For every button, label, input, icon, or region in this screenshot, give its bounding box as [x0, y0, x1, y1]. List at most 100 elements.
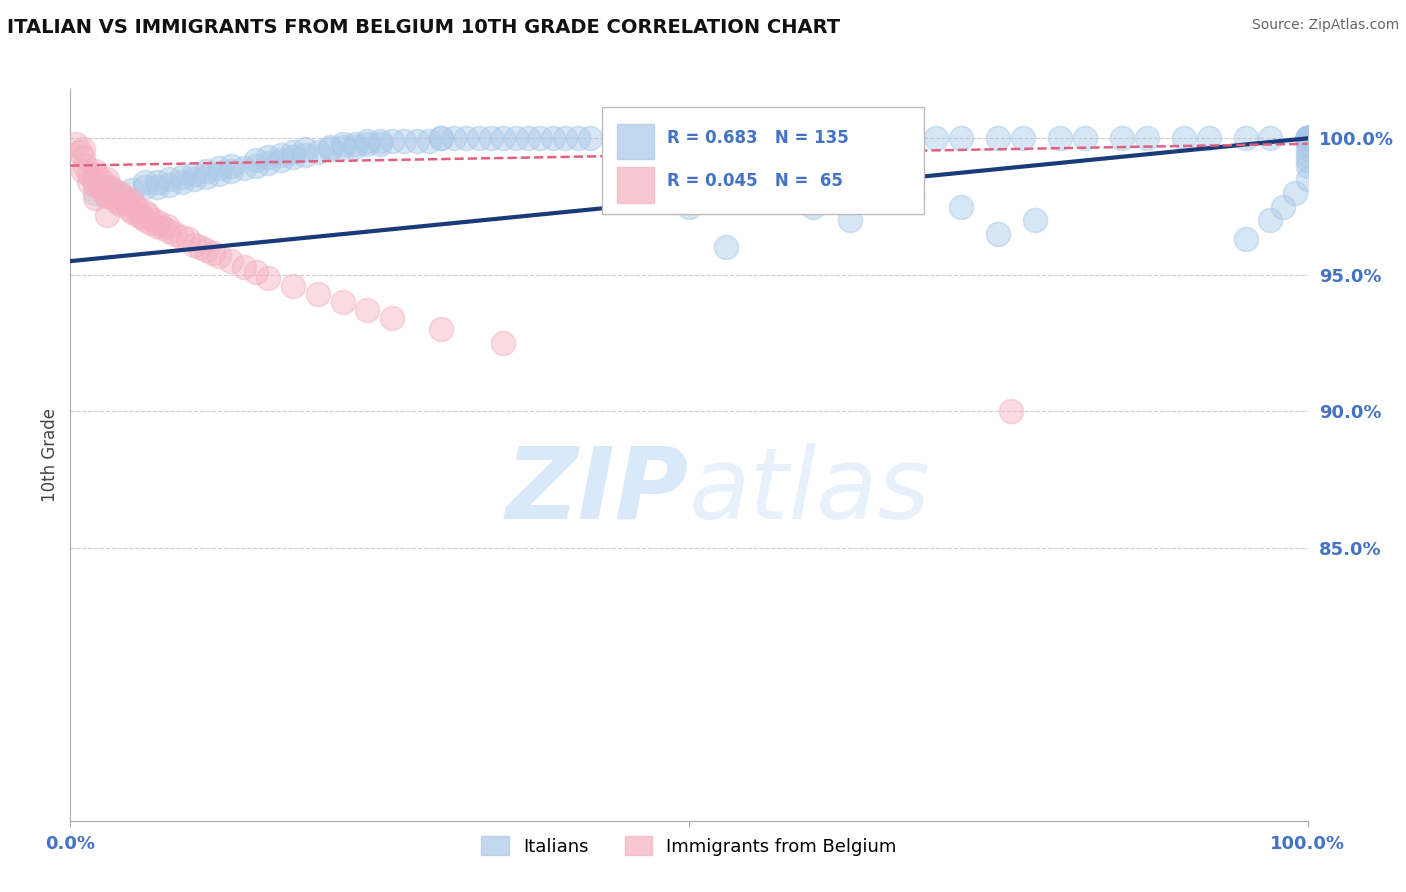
Point	[727, 131, 749, 145]
Point	[170, 229, 193, 244]
Point	[418, 134, 440, 148]
Point	[1296, 131, 1319, 145]
Point	[115, 191, 138, 205]
Point	[492, 336, 515, 351]
Point	[343, 139, 366, 153]
Point	[1296, 131, 1319, 145]
Point	[827, 131, 849, 145]
Point	[394, 134, 416, 148]
Point	[131, 211, 153, 225]
Point	[987, 227, 1010, 241]
Point	[98, 180, 121, 194]
Point	[121, 194, 143, 208]
Point	[121, 205, 143, 219]
Point	[332, 139, 354, 153]
Point	[1296, 131, 1319, 145]
Point	[678, 200, 700, 214]
Point	[1296, 131, 1319, 145]
Point	[1296, 131, 1319, 145]
Point	[195, 244, 218, 258]
Point	[1296, 131, 1319, 145]
Legend: Italians, Immigrants from Belgium: Italians, Immigrants from Belgium	[474, 829, 904, 863]
Point	[157, 224, 180, 238]
Point	[838, 213, 860, 227]
Text: R = 0.045   N =  65: R = 0.045 N = 65	[666, 172, 842, 191]
Point	[245, 159, 267, 173]
Point	[270, 153, 292, 168]
Y-axis label: 10th Grade: 10th Grade	[41, 408, 59, 502]
Point	[1111, 131, 1133, 145]
Point	[541, 131, 564, 145]
Point	[208, 167, 231, 181]
Point	[889, 131, 911, 145]
Point	[517, 131, 540, 145]
Point	[136, 208, 159, 222]
Point	[1296, 147, 1319, 161]
Point	[1296, 131, 1319, 145]
Point	[72, 150, 94, 164]
Point	[652, 131, 675, 145]
Text: Source: ZipAtlas.com: Source: ZipAtlas.com	[1251, 18, 1399, 32]
Point	[801, 200, 824, 214]
Point	[356, 136, 378, 151]
Point	[170, 175, 193, 189]
Point	[195, 169, 218, 184]
Point	[281, 150, 304, 164]
Point	[430, 131, 453, 145]
Point	[1074, 131, 1097, 145]
Point	[165, 227, 187, 241]
Point	[111, 188, 134, 202]
Point	[219, 159, 242, 173]
Point	[1296, 131, 1319, 145]
Point	[529, 131, 551, 145]
Point	[319, 139, 342, 153]
Point	[1198, 131, 1220, 145]
Point	[188, 240, 211, 254]
Point	[1296, 131, 1319, 145]
Point	[616, 172, 638, 186]
Point	[121, 183, 143, 197]
Point	[245, 153, 267, 168]
Point	[257, 156, 280, 170]
Point	[105, 194, 128, 208]
Point	[281, 145, 304, 159]
Point	[987, 131, 1010, 145]
Point	[603, 131, 626, 145]
Point	[492, 131, 515, 145]
Point	[863, 131, 886, 145]
Point	[405, 134, 427, 148]
Text: atlas: atlas	[689, 443, 931, 540]
Point	[381, 134, 404, 148]
Point	[208, 249, 231, 263]
Point	[319, 142, 342, 156]
Point	[232, 161, 254, 176]
Point	[245, 265, 267, 279]
Point	[1296, 142, 1319, 156]
Point	[1260, 213, 1282, 227]
Point	[96, 188, 118, 202]
Point	[219, 164, 242, 178]
Point	[950, 200, 973, 214]
Point	[124, 200, 146, 214]
Point	[127, 202, 149, 217]
Point	[1049, 131, 1071, 145]
Point	[789, 131, 811, 145]
Point	[641, 131, 664, 145]
Point	[1136, 131, 1159, 145]
Text: ZIP: ZIP	[506, 443, 689, 540]
Point	[1296, 131, 1319, 145]
Point	[925, 131, 948, 145]
Point	[157, 172, 180, 186]
Point	[1271, 200, 1294, 214]
FancyBboxPatch shape	[617, 124, 654, 159]
Point	[1260, 131, 1282, 145]
Point	[1296, 131, 1319, 145]
Point	[69, 145, 91, 159]
Point	[714, 131, 737, 145]
Point	[170, 169, 193, 184]
Point	[307, 145, 329, 159]
Point	[1234, 131, 1257, 145]
Point	[1296, 131, 1319, 145]
Point	[152, 221, 174, 235]
Point	[75, 159, 97, 173]
